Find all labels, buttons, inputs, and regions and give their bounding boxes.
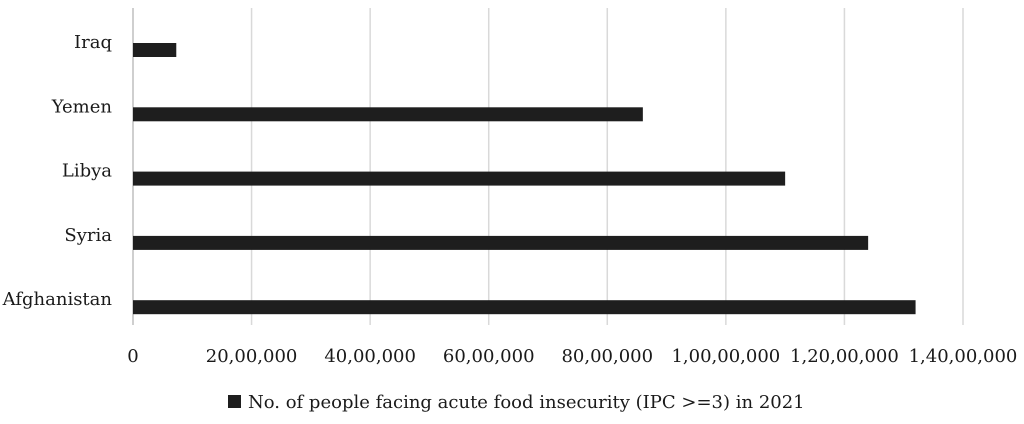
category-label: Afghanistan — [2, 289, 113, 310]
bar — [133, 300, 916, 315]
bars — [133, 43, 916, 315]
x-tick-label: 1,20,00,000 — [790, 346, 899, 367]
category-label: Yemen — [51, 96, 113, 117]
x-tick-label: 1,40,00,000 — [909, 346, 1018, 367]
x-tick-label: 60,00,000 — [443, 346, 535, 367]
category-label: Iraq — [74, 32, 112, 53]
bar — [133, 107, 643, 122]
legend-label: No. of people facing acute food insecuri… — [248, 392, 805, 413]
x-tick-labels: 0 20,00,000 40,00,000 60,00,000 80,00,000 1,0… — [127, 346, 1017, 367]
category-labels: Iraq Yemen Libya Syria Afghanistan — [2, 32, 113, 310]
x-tick-label: 1,00,00,000 — [671, 346, 780, 367]
x-tick-label: 80,00,000 — [561, 346, 653, 367]
x-tick-label: 20,00,000 — [206, 346, 298, 367]
x-tick-label: 40,00,000 — [324, 346, 416, 367]
legend-swatch — [228, 395, 241, 408]
category-label: Syria — [64, 225, 112, 246]
gridlines — [132, 8, 964, 325]
bar — [133, 43, 177, 57]
bar — [133, 235, 869, 250]
bar — [133, 171, 786, 186]
x-tick-label: 0 — [127, 346, 138, 367]
category-label: Libya — [62, 161, 112, 182]
legend: No. of people facing acute food insecuri… — [228, 392, 805, 413]
